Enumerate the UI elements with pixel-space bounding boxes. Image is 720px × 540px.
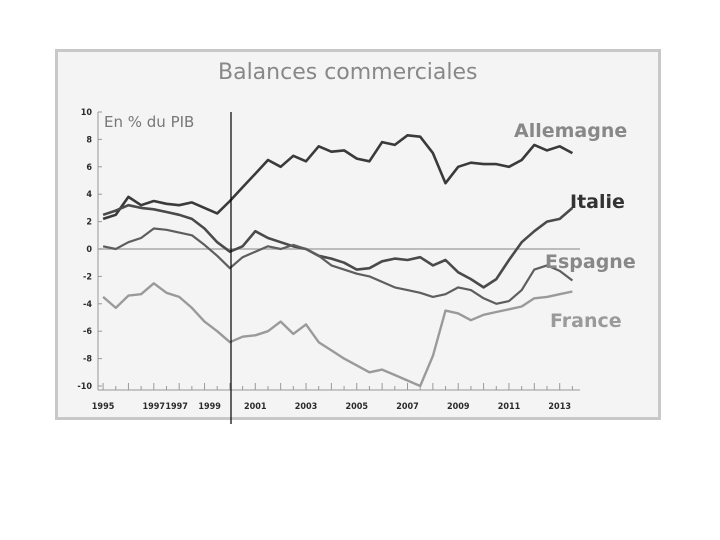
y-tick-label: 0 [86,245,92,255]
x-tick-label: 2011 [498,402,521,412]
series-label-espagne: Espagne [545,251,636,273]
series-line-italie [102,203,574,289]
series-line-france [102,282,573,388]
series-labels: Allemagne Italie Espagne France [514,120,636,332]
x-axis-ticks: 1995 1997 1997 1999 2001 2003 2005 2007 2009 2011… [92,402,571,412]
y-tick-label: -6 [83,327,92,337]
series-label-allemagne: Allemagne [514,120,627,142]
y-tick-label: -2 [83,272,92,282]
x-tick-label: 2005 [345,402,368,412]
x-tick-label: 2007 [396,402,419,412]
series-layer [102,134,574,388]
y-tick-label: -4 [83,300,92,310]
grid-layer [97,112,580,391]
y-tick-label: -8 [83,355,92,365]
x-tick-label: 2013 [548,402,571,412]
x-tick-label: 1997 [143,402,166,412]
y-tick-label: 8 [86,135,92,145]
y-axis-ticks: 10 8 6 4 2 0 -2 -4 -6 -8 -10 [77,108,102,392]
x-tick-label: 1997 [165,402,188,412]
x-tick-label: 2009 [447,402,470,412]
y-tick-label: -10 [77,382,92,392]
y-tick-label: 4 [86,190,92,200]
y-tick-label: 2 [86,218,92,228]
series-line-espagne [102,227,574,305]
y-tick-label: 10 [81,108,93,118]
chart-title: Balances commerciales [218,60,478,85]
unit-label: En % du PIB [104,113,194,131]
x-tick-label: 1999 [198,402,221,412]
x-tick-label: 1995 [92,402,115,412]
series-label-france: France [550,310,622,332]
series-label-italie: Italie [570,191,625,213]
x-tick-label: 2003 [295,402,318,412]
chart-frame [55,49,661,420]
x-tick-label: 2001 [244,402,267,412]
series-line-allemagne [102,134,574,221]
y-tick-label: 6 [86,163,92,173]
